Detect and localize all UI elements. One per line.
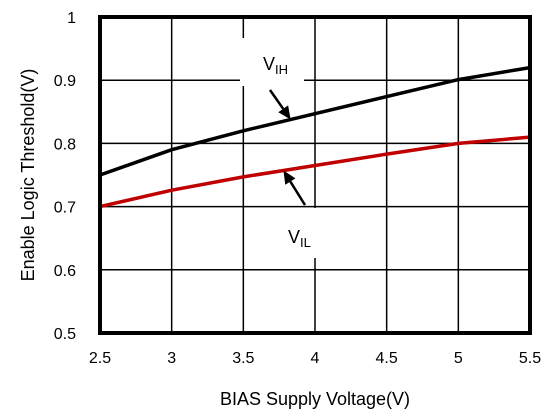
y-tick-label: 0.7: [54, 200, 76, 217]
annotation-vih-label: VIH: [263, 54, 288, 77]
series-layer: [99, 65, 531, 209]
series-line-vih: [99, 65, 531, 177]
y-tick-label: 0.6: [54, 263, 76, 280]
x-tick-labels: 2.5 3 3.5 4 4.5 5 5.5: [89, 350, 541, 367]
y-axis-title: Enable Logic Threshold(V): [18, 69, 38, 282]
y-tick-label: 0.9: [54, 73, 76, 90]
x-tick-label: 3: [167, 350, 176, 367]
y-tick-labels: 0.5 0.6 0.7 0.8 0.9 1: [54, 10, 76, 343]
x-tick-label: 2.5: [89, 350, 111, 367]
annotation-vil-arrow-line: [289, 180, 307, 206]
annotation-vil-label: VIL: [288, 227, 311, 250]
x-tick-label: 3.5: [232, 350, 254, 367]
y-tick-label: 0.5: [54, 326, 76, 343]
y-tick-label: 1: [67, 10, 76, 27]
y-tick-label: 0.8: [54, 136, 76, 153]
annotation-vil: VIL: [270, 170, 340, 258]
annotation-vil-arrow-head: [283, 170, 296, 185]
annotation-vil-background: [270, 208, 340, 258]
annotation-layer: VIH VIL: [240, 38, 340, 258]
annotation-vih-arrow-head: [278, 105, 291, 120]
series-line-vil: [99, 135, 531, 209]
x-tick-label: 5: [454, 350, 463, 367]
x-tick-label: 4.5: [376, 350, 398, 367]
x-axis-title: BIAS Supply Voltage(V): [220, 389, 410, 409]
annotation-vih-arrow-line: [268, 89, 285, 110]
annotation-vih-background: [240, 38, 304, 86]
annotation-vih: VIH: [240, 38, 304, 120]
x-tick-label: 4: [311, 350, 320, 367]
x-tick-label: 5.5: [519, 350, 541, 367]
plot-frame: [98, 15, 532, 335]
